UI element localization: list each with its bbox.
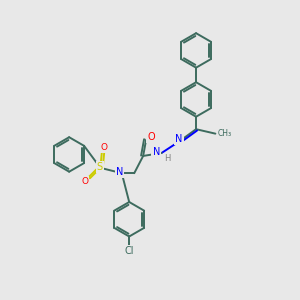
Text: Cl: Cl <box>124 246 134 256</box>
Text: H: H <box>164 154 170 163</box>
Text: N: N <box>116 167 123 177</box>
Text: S: S <box>97 162 103 172</box>
Text: O: O <box>147 132 155 142</box>
Text: O: O <box>81 177 88 186</box>
Text: N: N <box>175 134 182 144</box>
Text: CH₃: CH₃ <box>218 129 232 138</box>
Text: O: O <box>100 143 107 152</box>
Text: N: N <box>153 147 160 158</box>
